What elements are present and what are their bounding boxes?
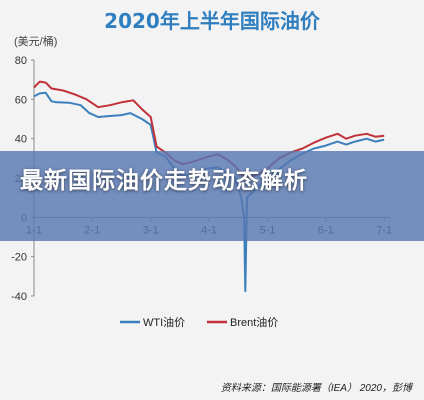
legend: WTI油价 Brent油价 [120,315,278,329]
y-tick-label: 60 [15,94,27,106]
legend-label-brent: Brent油价 [230,315,278,329]
y-tick-label: 40 [15,134,27,146]
legend-label-wti: WTI油价 [143,315,185,329]
source-note: 资料来源：国际能源署（IEA） 2020，彭博 [221,382,414,394]
y-tick-label: -20 [11,252,27,264]
y-tick-label: -40 [11,291,27,303]
chart-title: 2020年上半年国际油价 [104,9,321,33]
headline-text: 最新国际油价走势动态解析 [20,168,308,194]
y-tick-label: 80 [15,55,27,67]
headline-banner: 最新国际油价走势动态解析 [0,151,424,241]
y-axis-label: (美元/桶) [14,34,57,48]
